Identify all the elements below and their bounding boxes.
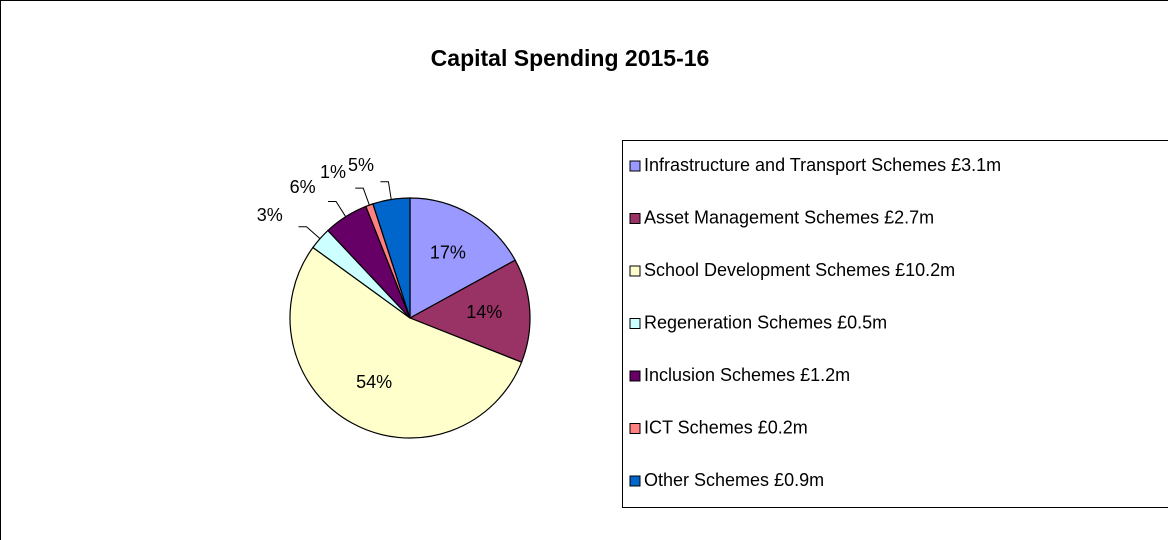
legend-swatch bbox=[629, 423, 641, 434]
data-label: 54% bbox=[356, 372, 392, 392]
legend-label: ICT Schemes £0.2m bbox=[644, 417, 808, 437]
data-label: 1% bbox=[320, 162, 346, 182]
legend-label: Inclusion Schemes £1.2m bbox=[644, 365, 850, 385]
legend-label: Infrastructure and Transport Schemes £3.… bbox=[644, 155, 1001, 175]
data-label: 14% bbox=[466, 302, 502, 322]
chart-title: Capital Spending 2015-16 bbox=[431, 45, 710, 71]
legend-box bbox=[622, 140, 1168, 508]
data-label: 6% bbox=[290, 177, 316, 197]
leader-line bbox=[355, 187, 370, 206]
legend-swatch bbox=[629, 160, 641, 172]
leader-line bbox=[328, 200, 347, 217]
legend-swatch bbox=[629, 265, 641, 277]
pie-slice bbox=[408, 259, 531, 363]
pie-slice bbox=[289, 246, 523, 439]
leader-line bbox=[298, 226, 321, 240]
legend-label: Other Schemes £0.9m bbox=[644, 470, 824, 490]
legend-swatch bbox=[629, 370, 641, 382]
data-label: 17% bbox=[430, 243, 466, 263]
data-label: 3% bbox=[257, 205, 283, 225]
legend-label: School Development Schemes £10.2m bbox=[644, 260, 955, 280]
legend-label: Regeneration Schemes £0.5m bbox=[644, 312, 887, 332]
legend-swatch bbox=[629, 318, 641, 329]
legend-swatch bbox=[629, 213, 641, 224]
legend-label: Asset Management Schemes £2.7m bbox=[644, 207, 934, 227]
legend-swatch bbox=[629, 475, 641, 487]
leader-line bbox=[380, 181, 392, 200]
data-label: 5% bbox=[348, 155, 374, 175]
pie-slice bbox=[409, 197, 516, 320]
pie-slice bbox=[372, 197, 411, 319]
